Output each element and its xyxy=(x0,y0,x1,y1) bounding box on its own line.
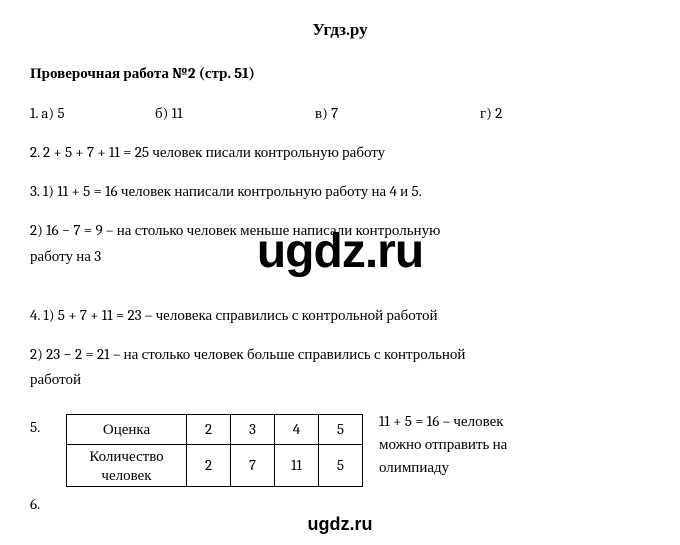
table-cell: 2 xyxy=(187,414,231,444)
q4-2-line1: 2) 23 − 2 = 21 – на столько человек боль… xyxy=(30,343,650,366)
q5-right-line3: олимпиаду xyxy=(379,456,650,479)
q4-1-line: 4. 1) 5 + 7 + 11 = 23 – человека справил… xyxy=(30,304,650,327)
label-line1: Количество xyxy=(89,447,163,465)
q3-2-line1: 2) 16 − 7 = 9 – на столько человек меньш… xyxy=(30,219,650,242)
table-cell-label: Оценка xyxy=(67,414,187,444)
table-cell: 2 xyxy=(187,444,231,487)
table-row: Оценка 2 3 4 5 xyxy=(67,414,363,444)
q1-g: г) 2 xyxy=(480,102,650,125)
q1-b: б) 11 xyxy=(155,102,315,125)
q5-table: Оценка 2 3 4 5 Количество человек 2 7 11… xyxy=(66,414,363,488)
q5-right-line1: 11 + 5 = 16 – человек xyxy=(379,410,650,433)
q5-number: 5. xyxy=(30,408,50,439)
table-cell: 11 xyxy=(275,444,319,487)
q4-2-line2: работой xyxy=(30,368,650,391)
q1-v: в) 7 xyxy=(315,102,480,125)
q1-row: 1. a) 5 б) 11 в) 7 г) 2 xyxy=(30,102,650,125)
q1-a: 1. a) 5 xyxy=(30,102,155,125)
q5-right-line2: можно отправить на xyxy=(379,433,650,456)
table-cell: 4 xyxy=(275,414,319,444)
table-cell: 7 xyxy=(231,444,275,487)
q5-right-text: 11 + 5 = 16 – человек можно отправить на… xyxy=(379,408,650,480)
q5-table-wrap: Оценка 2 3 4 5 Количество человек 2 7 11… xyxy=(66,408,363,488)
q2-line: 2. 2 + 5 + 7 + 11 = 25 человек писали ко… xyxy=(30,141,650,164)
site-title: Угдз.ру xyxy=(30,18,650,44)
q3-2-line2: работу на 3 xyxy=(30,245,650,268)
table-row: Количество человек 2 7 11 5 xyxy=(67,444,363,487)
q5-section: 5. Оценка 2 3 4 5 Количество человек 2 7… xyxy=(30,408,650,488)
table-cell: 5 xyxy=(319,414,363,444)
q3-1-line: 3. 1) 11 + 5 = 16 человек написали контр… xyxy=(30,180,650,203)
table-cell-label: Количество человек xyxy=(67,444,187,487)
page-heading: Проверочная работа №2 (стр. 51) xyxy=(30,62,650,85)
table-cell: 3 xyxy=(231,414,275,444)
label-line2: человек xyxy=(101,466,151,484)
watermark-small: ugdz.ru xyxy=(308,511,373,539)
table-cell: 5 xyxy=(319,444,363,487)
